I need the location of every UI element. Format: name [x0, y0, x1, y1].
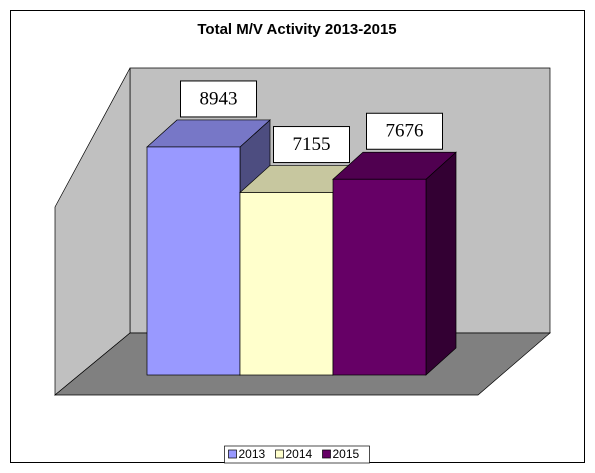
legend-box: [224, 445, 370, 464]
legend-label: 2013: [239, 447, 266, 461]
legend-swatch: [275, 449, 284, 459]
value-label: 7155: [293, 134, 331, 155]
bar: [332, 178, 427, 376]
legend-label: 2014: [286, 447, 313, 461]
value-label-box: [273, 126, 350, 164]
value-label: 7676: [386, 121, 424, 142]
legend-swatch: [322, 449, 331, 459]
bar: [146, 146, 241, 376]
chart-title: Total M/V Activity 2013-2015: [197, 21, 396, 38]
legend-swatch: [228, 449, 237, 459]
value-label-box: [366, 112, 443, 150]
value-label: 8943: [200, 88, 238, 109]
legend-label: 2015: [333, 447, 360, 461]
bar: [239, 192, 334, 376]
value-label-box: [180, 80, 257, 118]
bar-side: [425, 151, 457, 376]
